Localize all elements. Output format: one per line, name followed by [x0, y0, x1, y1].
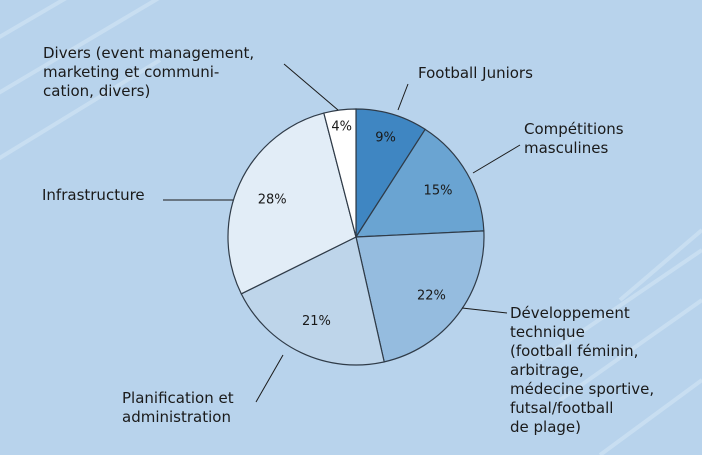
category-label-line: marketing et communi-	[43, 63, 219, 81]
category-label-line: administration	[122, 408, 231, 426]
category-label-line: (football féminin,	[510, 342, 638, 360]
category-label-line: cation, divers)	[43, 82, 150, 100]
percent-label-competitions: 15%	[424, 184, 453, 199]
category-label-divers: Divers (event management, marketing et co…	[43, 44, 254, 100]
background-stripe	[0, 58, 162, 161]
category-label-planification: Planification et administration	[122, 389, 234, 426]
leader-line-planification	[255, 354, 284, 403]
category-label-line: technique	[510, 323, 585, 341]
category-label-infrastructure: Infrastructure	[42, 186, 145, 204]
category-label-competitions: Compétitions masculines	[524, 120, 624, 157]
percent-label-infrastructure: 28%	[258, 193, 287, 208]
background-stripe	[538, 248, 702, 362]
pie-slice-competitions	[354, 128, 485, 238]
leader-line-juniors	[397, 83, 409, 111]
category-label-line: masculines	[524, 139, 608, 157]
background-stripe	[598, 378, 702, 455]
category-label-line: de plage)	[510, 418, 581, 436]
category-label-juniors: Football Juniors	[418, 64, 533, 82]
category-label-line: médecine sportive,	[510, 380, 654, 398]
leader-lines	[163, 63, 521, 403]
pie-slice-divers	[323, 108, 357, 238]
category-label-line: futsal/football	[510, 399, 613, 417]
percent-label-developpement: 22%	[417, 288, 446, 303]
pie-slices	[227, 108, 485, 366]
category-label-line: Football Juniors	[418, 64, 533, 82]
percent-label-planification: 21%	[302, 314, 331, 329]
leader-line-competitions	[472, 144, 521, 174]
category-label-line: Compétitions	[524, 120, 624, 138]
leader-line-developpement	[461, 307, 508, 314]
leader-line-divers	[283, 63, 339, 111]
category-labels: Football Juniors Compétitions masculines Dé…	[42, 44, 654, 436]
category-label-line: Divers (event management,	[43, 44, 254, 62]
percent-label-divers: 4%	[331, 119, 352, 134]
category-label-line: arbitrage,	[510, 361, 584, 379]
pie-slice-planification	[240, 236, 385, 366]
category-label-line: Développement	[510, 304, 630, 322]
pie-slice-developpement	[355, 230, 485, 363]
category-label-developpement: Développement technique (football féminin,…	[510, 304, 654, 436]
percent-label-juniors: 9%	[375, 130, 396, 145]
background-stripe	[618, 228, 702, 302]
background-stripe	[558, 298, 702, 402]
category-label-line: Planification et	[122, 389, 234, 407]
background-stripe	[0, 0, 160, 95]
percent-labels: 9% 15% 22% 21% 28% 4%	[258, 119, 453, 329]
category-label-line: Infrastructure	[42, 186, 145, 204]
pie-slice-infrastructure	[227, 112, 357, 295]
